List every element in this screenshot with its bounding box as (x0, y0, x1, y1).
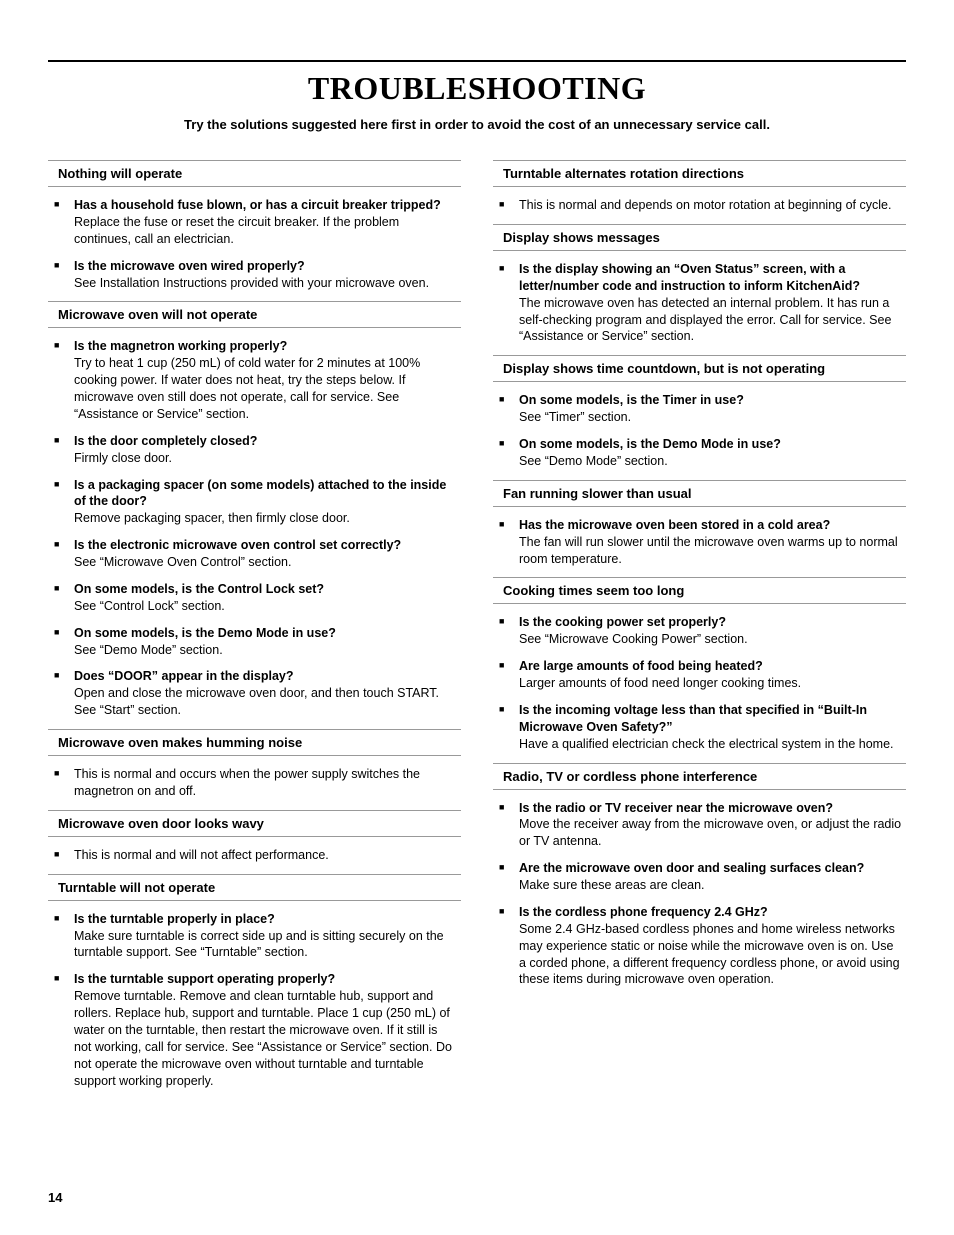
item-answer: Make sure turntable is correct side up a… (74, 929, 444, 960)
page-number: 14 (48, 1190, 62, 1205)
list-item: Is the turntable properly in place? Make … (52, 911, 457, 962)
section-heading: Nothing will operate (48, 160, 461, 187)
item-list: Has the microwave oven been stored in a … (493, 517, 906, 568)
list-item: This is normal and depends on motor rota… (497, 197, 902, 214)
section-heading: Microwave oven door looks wavy (48, 810, 461, 837)
item-question: Are the microwave oven door and sealing … (519, 861, 864, 875)
list-item: On some models, is the Control Lock set?… (52, 581, 457, 615)
list-item: Does “DOOR” appear in the display? Open a… (52, 668, 457, 719)
content-columns: Nothing will operate Has a household fuse… (48, 160, 906, 1099)
item-question: On some models, is the Demo Mode in use? (74, 626, 336, 640)
item-list: Has a household fuse blown, or has a cir… (48, 197, 461, 291)
item-question: On some models, is the Timer in use? (519, 393, 744, 407)
item-answer: Larger amounts of food need longer cooki… (519, 676, 801, 690)
list-item: On some models, is the Demo Mode in use?… (52, 625, 457, 659)
item-question: Is the magnetron working properly? (74, 339, 287, 353)
item-answer: Firmly close door. (74, 451, 172, 465)
section-heading: Turntable alternates rotation directions (493, 160, 906, 187)
list-item: Is the incoming voltage less than that s… (497, 702, 902, 753)
item-answer: Remove packaging spacer, then firmly clo… (74, 511, 350, 525)
list-item: Is the electronic microwave oven control… (52, 537, 457, 571)
item-answer: See “Demo Mode” section. (74, 643, 223, 657)
list-item: Is the magnetron working properly? Try to… (52, 338, 457, 422)
section-heading: Microwave oven will not operate (48, 301, 461, 328)
list-item: Is the door completely closed? Firmly clo… (52, 433, 457, 467)
item-question: Is the electronic microwave oven control… (74, 538, 401, 552)
item-answer: Open and close the microwave oven door, … (74, 686, 439, 717)
item-answer: The microwave oven has detected an inter… (519, 296, 891, 344)
section-heading: Turntable will not operate (48, 874, 461, 901)
item-question: Is the microwave oven wired properly? (74, 259, 305, 273)
item-answer: This is normal and depends on motor rota… (519, 198, 891, 212)
list-item: Is the display showing an “Oven Status” … (497, 261, 902, 345)
section-heading: Fan running slower than usual (493, 480, 906, 507)
item-list: Is the cooking power set properly? See “M… (493, 614, 906, 752)
section-heading: Display shows time countdown, but is not… (493, 355, 906, 382)
item-question: Has a household fuse blown, or has a cir… (74, 198, 441, 212)
item-question: Is the radio or TV receiver near the mic… (519, 801, 833, 815)
item-answer: Have a qualified electrician check the e… (519, 737, 894, 751)
list-item: Is the cooking power set properly? See “M… (497, 614, 902, 648)
item-answer: See “Timer” section. (519, 410, 631, 424)
item-list: Is the turntable properly in place? Make … (48, 911, 461, 1090)
list-item: On some models, is the Demo Mode in use?… (497, 436, 902, 470)
item-question: Has the microwave oven been stored in a … (519, 518, 830, 532)
item-question: On some models, is the Control Lock set? (74, 582, 324, 596)
item-list: This is normal and occurs when the power… (48, 766, 461, 800)
section-heading: Cooking times seem too long (493, 577, 906, 604)
item-question: Is the door completely closed? (74, 434, 257, 448)
item-list: Is the magnetron working properly? Try to… (48, 338, 461, 719)
item-answer: See “Demo Mode” section. (519, 454, 668, 468)
section-heading: Radio, TV or cordless phone interference (493, 763, 906, 790)
item-list: On some models, is the Timer in use? See … (493, 392, 906, 470)
left-column: Nothing will operate Has a household fuse… (48, 160, 461, 1099)
item-answer: See “Control Lock” section. (74, 599, 225, 613)
item-question: On some models, is the Demo Mode in use? (519, 437, 781, 451)
list-item: Is a packaging spacer (on some models) a… (52, 477, 457, 528)
item-answer: Try to heat 1 cup (250 mL) of cold water… (74, 356, 420, 421)
item-list: Is the display showing an “Oven Status” … (493, 261, 906, 345)
list-item: This is normal and will not affect perfo… (52, 847, 457, 864)
list-item: On some models, is the Timer in use? See … (497, 392, 902, 426)
item-list: Is the radio or TV receiver near the mic… (493, 800, 906, 989)
list-item: This is normal and occurs when the power… (52, 766, 457, 800)
item-answer: See “Microwave Oven Control” section. (74, 555, 291, 569)
list-item: Are the microwave oven door and sealing … (497, 860, 902, 894)
item-question: Are large amounts of food being heated? (519, 659, 763, 673)
top-rule (48, 60, 906, 62)
item-answer: This is normal and will not affect perfo… (74, 848, 329, 862)
item-question: Is a packaging spacer (on some models) a… (74, 478, 446, 509)
page-title: TROUBLESHOOTING (48, 70, 906, 107)
item-question: Is the display showing an “Oven Status” … (519, 262, 860, 293)
list-item: Is the radio or TV receiver near the mic… (497, 800, 902, 851)
item-answer: See “Microwave Cooking Power” section. (519, 632, 748, 646)
item-answer: Move the receiver away from the microwav… (519, 817, 901, 848)
list-item: Is the turntable support operating prope… (52, 971, 457, 1089)
item-question: Does “DOOR” appear in the display? (74, 669, 294, 683)
list-item: Is the cordless phone frequency 2.4 GHz?… (497, 904, 902, 988)
item-answer: See Installation Instructions provided w… (74, 276, 429, 290)
item-question: Is the turntable properly in place? (74, 912, 275, 926)
item-list: This is normal and will not affect perfo… (48, 847, 461, 864)
item-question: Is the cooking power set properly? (519, 615, 726, 629)
item-answer: Remove turntable. Remove and clean turnt… (74, 989, 452, 1087)
item-list: This is normal and depends on motor rota… (493, 197, 906, 214)
section-heading: Microwave oven makes humming noise (48, 729, 461, 756)
list-item: Are large amounts of food being heated? L… (497, 658, 902, 692)
page-subtitle: Try the solutions suggested here first i… (48, 117, 906, 132)
item-question: Is the incoming voltage less than that s… (519, 703, 867, 734)
section-heading: Display shows messages (493, 224, 906, 251)
list-item: Has the microwave oven been stored in a … (497, 517, 902, 568)
item-answer: This is normal and occurs when the power… (74, 767, 420, 798)
right-column: Turntable alternates rotation directions… (493, 160, 906, 1099)
item-answer: Some 2.4 GHz-based cordless phones and h… (519, 922, 900, 987)
list-item: Has a household fuse blown, or has a cir… (52, 197, 457, 248)
item-answer: Make sure these areas are clean. (519, 878, 705, 892)
item-answer: The fan will run slower until the microw… (519, 535, 898, 566)
item-question: Is the cordless phone frequency 2.4 GHz? (519, 905, 768, 919)
item-question: Is the turntable support operating prope… (74, 972, 335, 986)
item-answer: Replace the fuse or reset the circuit br… (74, 215, 399, 246)
list-item: Is the microwave oven wired properly? See… (52, 258, 457, 292)
